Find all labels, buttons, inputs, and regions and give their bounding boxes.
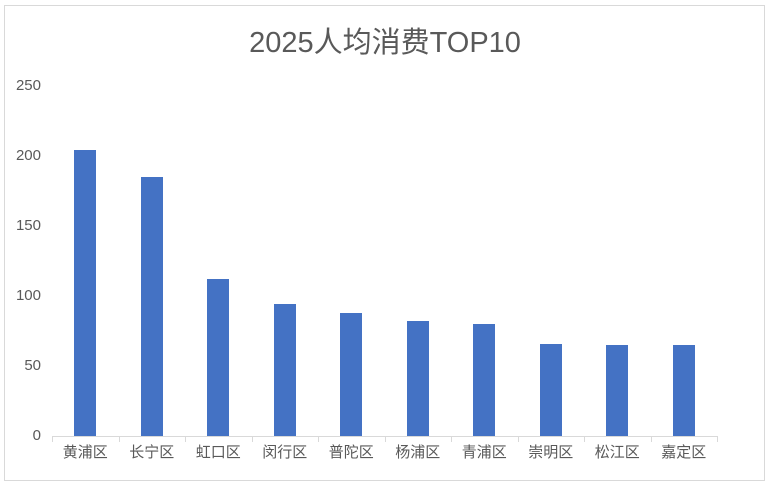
x-axis-tick (185, 436, 186, 442)
bar-杨浦区 (406, 321, 429, 436)
x-axis-tick (584, 436, 585, 442)
x-category-label: 黄浦区 (62, 444, 108, 461)
y-tick-label: 200 (15, 147, 41, 164)
bar-长宁区 (140, 177, 163, 436)
bar-青浦区 (473, 324, 496, 436)
x-axis-tick (451, 436, 452, 442)
y-tick-label: 250 (15, 77, 41, 94)
x-axis-tick (717, 436, 718, 442)
bar-普陀区 (340, 312, 363, 436)
y-tick-label: 0 (32, 427, 41, 444)
x-axis-tick (517, 436, 519, 442)
x-axis-tick (384, 436, 386, 442)
x-category-label: 闵行区 (262, 444, 308, 461)
x-category-label: 崇明区 (528, 444, 574, 461)
chart-title: 2025人均消费TOP10 (249, 27, 521, 59)
x-category-label: 青浦区 (461, 444, 507, 461)
y-tick-label: 50 (24, 357, 41, 374)
x-axis-tick (118, 436, 120, 442)
x-category-label: 虹口区 (195, 444, 241, 461)
bar-嘉定区 (672, 345, 695, 436)
y-tick-label: 100 (15, 287, 41, 304)
chart-frame (4, 5, 765, 481)
x-category-label: 杨浦区 (395, 444, 441, 461)
bar-闵行区 (273, 304, 296, 436)
x-axis-tick (251, 436, 253, 442)
x-axis-tick (650, 436, 652, 442)
y-tick-label: 150 (15, 217, 41, 234)
x-category-label: 嘉定区 (661, 444, 707, 461)
x-category-label: 长宁区 (129, 444, 175, 461)
x-category-label: 普陀区 (328, 444, 374, 461)
bar-松江区 (606, 345, 629, 436)
x-category-label: 松江区 (594, 444, 640, 461)
x-axis-tick (52, 436, 53, 442)
bar-崇明区 (539, 343, 562, 436)
x-axis-tick (318, 436, 319, 442)
bar-虹口区 (207, 279, 230, 436)
bar-黄浦区 (74, 150, 97, 436)
